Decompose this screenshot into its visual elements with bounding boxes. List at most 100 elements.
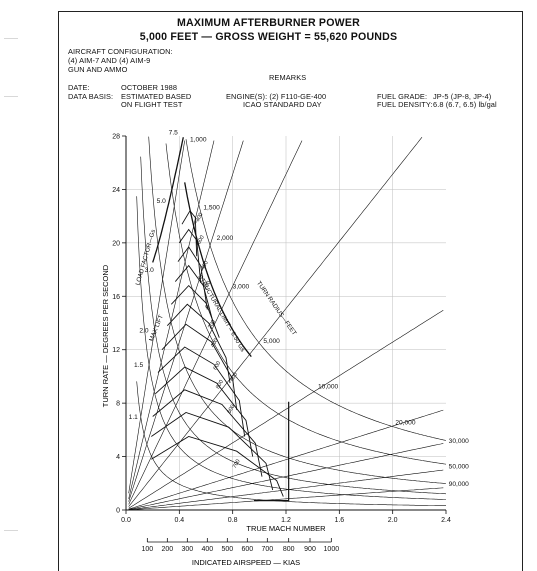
turn-radius-line: [128, 409, 444, 510]
data-basis-value-2: ON FLIGHT TEST: [121, 100, 183, 109]
y-tick-label: 20: [112, 240, 120, 247]
secondary-tick-label: 300: [181, 546, 193, 553]
engine-line-1: ENGINE(S): (2) F110-GE-400: [226, 92, 327, 101]
fuel-grade-label: FUEL GRADE:: [377, 92, 428, 101]
data-basis-value-1: ESTIMATED BASED: [121, 92, 192, 101]
ps-contour-line: [170, 284, 220, 338]
ps-contour-label: -800: [194, 212, 205, 225]
turn-radius-value: 5,000: [263, 338, 280, 345]
x-tick-label: 0.8: [228, 517, 238, 524]
secondary-tick-label: 1000: [324, 546, 340, 553]
secondary-tick-label: 900: [304, 546, 316, 553]
date-label: DATE:: [68, 83, 90, 92]
data-basis-label: DATA BASIS:: [68, 92, 114, 101]
turn-radius-value: 30,000: [449, 438, 470, 445]
x-tick-label: 2.4: [441, 517, 451, 524]
ps-contour-line: [154, 366, 254, 457]
load-factor-lines: [136, 136, 446, 507]
load-factor-value: 1.5: [134, 362, 143, 369]
turn-radius-line: [128, 140, 244, 502]
y-tick-label: 4: [116, 454, 120, 461]
ps-contour-label: 600: [213, 360, 223, 371]
y-tick-label: 8: [116, 401, 120, 408]
ps-contour-line: [181, 210, 198, 257]
specific-excess-power-contours: [151, 210, 284, 497]
ps-contour-line: [174, 264, 215, 326]
load-factor-line: [165, 143, 446, 465]
y-tick-label: 0: [116, 508, 120, 515]
turn-radius-value: 2,000: [217, 235, 234, 242]
secondary-tick-label: 200: [161, 546, 173, 553]
binder-hole-mark: [4, 96, 18, 98]
turn-radius-line: [128, 469, 444, 510]
y-tick-label: 24: [112, 187, 120, 194]
fuel-grade-value: JP-5 (JP-8, JP-4): [433, 92, 492, 101]
load-factor-value: 1.1: [129, 414, 138, 421]
max-lift-boundary: [152, 137, 184, 263]
load-factor-line: [136, 381, 446, 507]
load-factor-value: 2.0: [139, 327, 148, 334]
ps-contour-line: [152, 389, 263, 477]
fuel-density-value: 6.8 (6.7, 6.5) lb/gal: [433, 100, 497, 109]
chart-frame: [58, 11, 523, 571]
ps-contour-label: 800: [215, 379, 225, 390]
structural-limit-boundary: [184, 182, 252, 358]
x-tick-label: 0.0: [121, 517, 131, 524]
y-tick-label: 12: [112, 347, 120, 354]
ps-contour-label: -200: [202, 280, 213, 293]
config-line-1: (4) AIM-7 AND (4) AIM-9: [68, 56, 151, 65]
turn-radius-label: TURN RADIUS—FEET: [255, 280, 298, 337]
load-factor-value: 7.5: [169, 130, 178, 137]
binder-hole-mark: [4, 38, 18, 40]
chart-axes: 0 4 8 12 16 20 24 28 0.0 0.4 0.8 1.2 1.6 2.0 2.4 100 200…: [112, 134, 451, 554]
turn-radius-lines: [128, 137, 444, 510]
y-tick-label: 16: [112, 294, 120, 301]
turn-radius-value: 10,000: [318, 383, 339, 390]
chart-subtitle: 5,000 FEET — GROSS WEIGHT = 55,620 POUND…: [139, 31, 398, 43]
ps-contour-label: 0: [205, 304, 212, 310]
secondary-tick-label: 700: [261, 546, 273, 553]
config-line-2: GUN AND AMMO: [68, 65, 128, 74]
turn-radius-line: [128, 309, 444, 509]
fuel-density-label: FUEL DENSITY:: [377, 100, 433, 109]
turn-radius-value: 1,500: [203, 204, 220, 211]
turn-radius-line: [128, 137, 423, 507]
x-tick-label: 1.2: [281, 517, 291, 524]
turn-radius-line: [128, 140, 303, 505]
secondary-tick-label: 100: [141, 546, 153, 553]
x-axis-title: TRUE MACH NUMBER: [246, 524, 326, 533]
binder-hole-mark: [4, 530, 18, 532]
turn-radius-value: 90,000: [449, 481, 470, 488]
flight-envelope: [152, 137, 290, 502]
secondary-tick-label: 800: [283, 546, 295, 553]
y-tick-label: 28: [112, 134, 120, 141]
ps-contour-line: [161, 323, 238, 410]
max-lift-label: MAX LIFT: [148, 314, 165, 343]
secondary-tick-label: 600: [241, 546, 253, 553]
engine-line-2: ICAO STANDARD DAY: [243, 100, 322, 109]
y-axis-title: TURN RATE — DEGREES PER SECOND: [101, 264, 110, 407]
load-factor-line: [136, 196, 446, 500]
ps-contour-label: -400: [199, 260, 210, 273]
x-tick-label: 0.4: [174, 517, 184, 524]
config-label: AIRCRAFT CONFIGURATION:: [68, 47, 173, 56]
turn-radius-value: 20,000: [395, 420, 416, 427]
secondary-axis-title: INDICATED AIRSPEED — KIAS: [192, 558, 300, 567]
turn-radius-line: [128, 140, 215, 499]
chart-annotations: -800 -600 -400 -200 0 200 400 600 800 1,000 1,500 2…: [129, 130, 470, 488]
ps-region-label: 800: [229, 372, 239, 383]
ps-region-label: 600: [227, 404, 237, 415]
ps-region-label: 700: [232, 459, 242, 470]
date-value: OCTOBER 1988: [121, 83, 178, 92]
chart-title: MAXIMUM AFTERBURNER POWER: [177, 17, 360, 29]
secondary-tick-label: 400: [201, 546, 213, 553]
ps-contour-line: [151, 412, 274, 491]
secondary-tick-label: 500: [221, 546, 233, 553]
envelope-right-boundary: [254, 401, 290, 502]
ps-contour-line: [157, 346, 246, 437]
turn-radius-line: [128, 487, 444, 510]
load-factor-value: 5.0: [157, 198, 166, 205]
remarks-heading: REMARKS: [269, 73, 307, 82]
